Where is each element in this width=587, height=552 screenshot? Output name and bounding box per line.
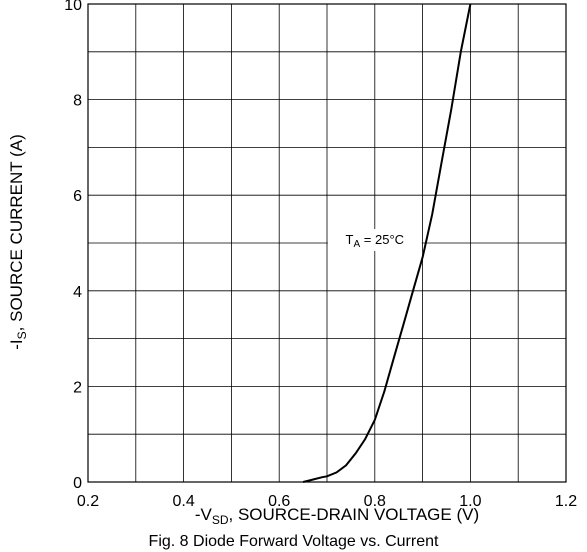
tick-labels: 0.2 0.4 0.6 0.8 1.0 1.2 0 2 4 6 8 10 — [64, 0, 577, 510]
x-tick-label: 1.2 — [555, 493, 577, 510]
x-axis-label: -VSD, SOURCE-DRAIN VOLTAGE (V) — [195, 505, 479, 527]
x-axis-label-prefix: -V — [195, 505, 213, 524]
annotation-prefix: T — [346, 232, 354, 247]
annotation-group: TA = 25°C — [327, 229, 422, 251]
y-tick-label: 2 — [73, 379, 82, 396]
y-tick-label: 4 — [73, 284, 82, 301]
x-axis-label-sub: SD — [212, 513, 229, 527]
y-tick-label: 10 — [64, 0, 82, 14]
annotation-sub: A — [354, 239, 361, 250]
y-axis-label-rest: , SOURCE CURRENT (A) — [7, 134, 26, 331]
figure-caption: Fig. 8 Diode Forward Voltage vs. Current — [148, 533, 439, 550]
annotation-rest: = 25°C — [360, 232, 404, 247]
grid — [88, 4, 566, 482]
y-tick-label: 0 — [73, 475, 82, 492]
x-tick-label: 0.2 — [77, 493, 99, 510]
series-line — [302, 3, 472, 483]
x-tick-label: 0.6 — [268, 493, 290, 510]
x-tick-label: 1.0 — [459, 493, 481, 510]
x-tick-label: 0.8 — [364, 493, 386, 510]
y-tick-label: 6 — [73, 188, 82, 205]
annotation-background — [327, 229, 422, 251]
y-axis-label-prefix: -I — [7, 339, 26, 349]
y-tick-label: 8 — [73, 93, 82, 110]
y-axis-label: -IS, SOURCE CURRENT (A) — [7, 134, 29, 350]
temperature-annotation: TA = 25°C — [346, 232, 405, 250]
x-axis-label-rest: , SOURCE-DRAIN VOLTAGE (V) — [229, 505, 480, 524]
y-axis-label-sub: S — [15, 331, 29, 339]
x-tick-label: 0.4 — [172, 493, 194, 510]
plot-frame — [87, 3, 567, 483]
